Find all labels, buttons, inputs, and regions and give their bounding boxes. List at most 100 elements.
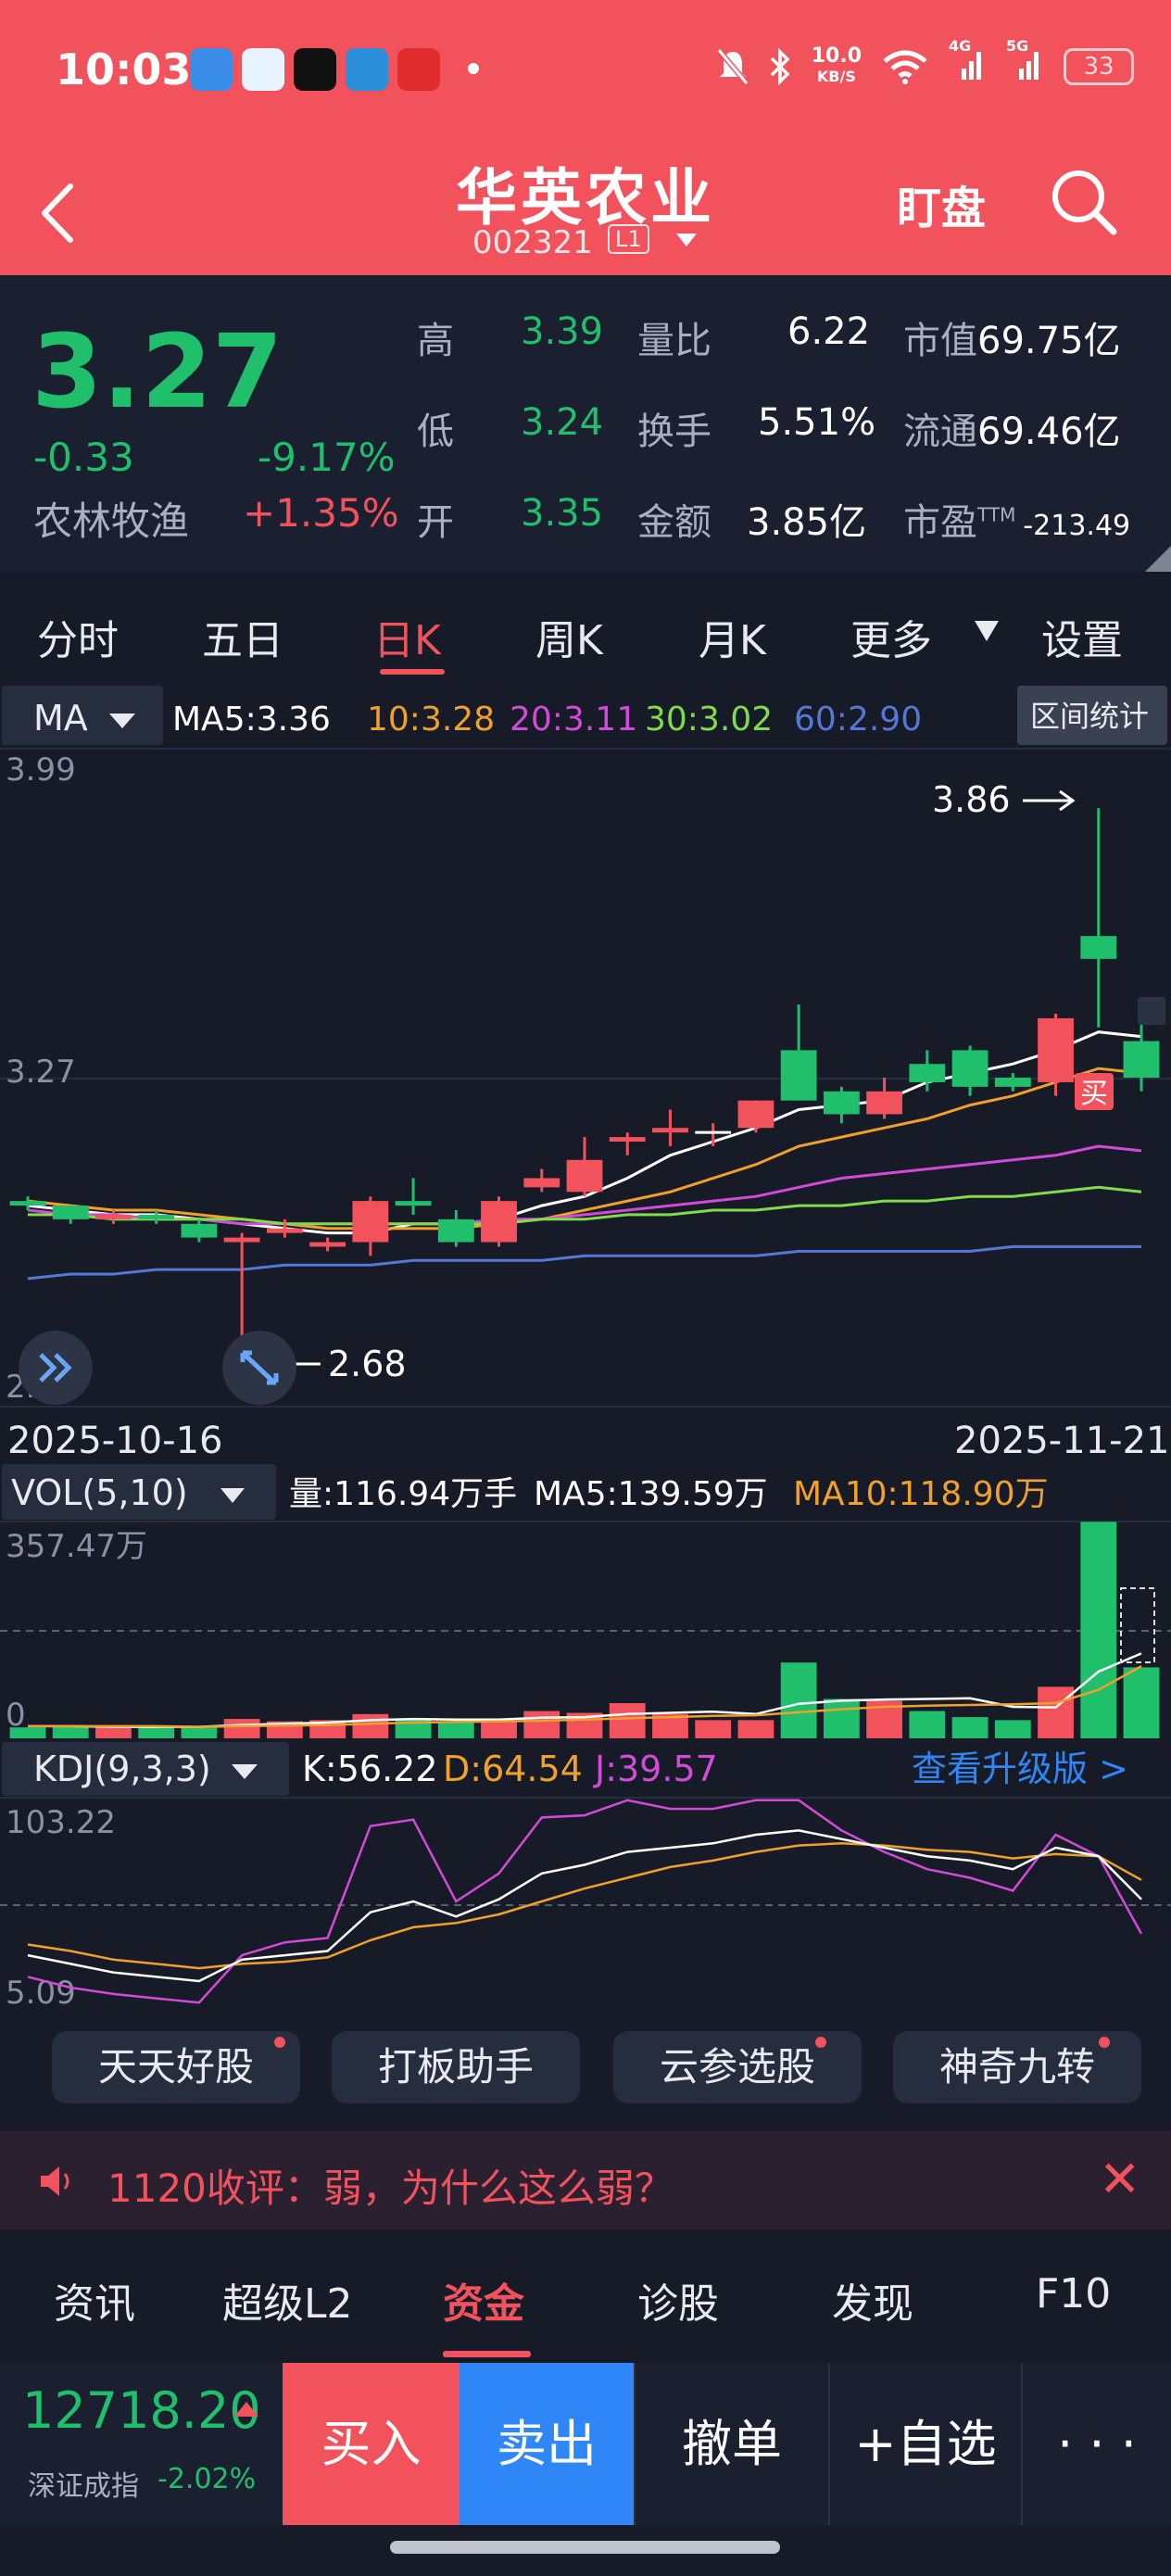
signal-5g: 5G [1006, 37, 1043, 88]
candles[interactable] [9, 808, 1160, 1347]
ma-selector-caret-icon[interactable] [109, 713, 135, 728]
kdj-selector[interactable] [2, 1742, 289, 1796]
back-icon[interactable] [37, 181, 78, 246]
add-watchlist-button[interactable]: +自选 [828, 2363, 1021, 2525]
feature-button[interactable]: 天天好股 [52, 2031, 300, 2103]
quote-pe-sup: TTM [977, 503, 1016, 526]
sector-change[interactable]: +1.35% [243, 490, 399, 536]
signal-4g: 4G [949, 37, 986, 88]
notice-text[interactable]: 1120收评：弱，为什么这么弱？ [107, 2166, 674, 2211]
kline-chart[interactable]: MA MA5:3.36 10:3.28 20:3.11 30:3.02 60:2… [0, 684, 1171, 2012]
tab-settings[interactable]: 设置 [1041, 617, 1123, 664]
status-bar: 10:03 10.0 KB/S 4G 5G 33 [0, 0, 1171, 139]
sell-button[interactable]: 卖出 [460, 2363, 634, 2525]
quote-value: 3.24 [521, 401, 604, 444]
quote-value: 6.22 [787, 310, 871, 353]
buy-marker-label[interactable]: 买 [1080, 1078, 1108, 1110]
watch-button[interactable]: 盯盘 [897, 183, 987, 234]
quote-value: 3.35 [521, 492, 604, 535]
more-dropdown-icon[interactable] [975, 621, 999, 641]
tab-capital[interactable]: 资金 [443, 2280, 524, 2328]
buy-button[interactable]: 买入 [283, 2363, 460, 2525]
quote-label: 换手 [637, 410, 711, 453]
expand-arrows-icon[interactable] [240, 1350, 279, 1385]
ma-selector-label[interactable]: MA [33, 698, 88, 739]
kdj-lines [27, 1799, 1143, 2004]
close-icon[interactable]: ✕ [1099, 2150, 1141, 2208]
vol-selector-label[interactable]: VOL(5,10) [11, 1472, 188, 1513]
vol-selector[interactable] [2, 1464, 276, 1520]
notice-banner[interactable]: 1120收评：弱，为什么这么弱？ ✕ [0, 2131, 1171, 2229]
range-stats-button[interactable] [1017, 686, 1167, 745]
expand-corner-icon[interactable] [1145, 546, 1171, 572]
quote-label: 市值 [903, 320, 977, 362]
tab-news[interactable]: 资讯 [54, 2280, 135, 2328]
tab-more[interactable]: 更多 [850, 617, 932, 664]
tab-monthly-k[interactable]: 月K [699, 617, 766, 664]
up-arrow-icon [234, 2402, 258, 2417]
candle-body [437, 1219, 474, 1243]
candle-body [1123, 1041, 1160, 1078]
sector-name[interactable]: 农林牧渔 [33, 499, 190, 544]
kdj-selector-label[interactable]: KDJ(9,3,3) [33, 1749, 211, 1789]
app-icon-chat [242, 48, 284, 91]
feature-button[interactable]: 神奇九转 [893, 2031, 1141, 2103]
dropdown-icon[interactable] [676, 234, 697, 246]
cancel-order-button[interactable]: 撤单 [634, 2363, 828, 2525]
feature-button[interactable]: 打板助手 [332, 2031, 580, 2103]
level-badge: L1 [608, 224, 649, 254]
stock-code: 002321 [472, 224, 593, 261]
new-badge [815, 2037, 826, 2048]
notification-icons [190, 48, 440, 91]
quote-value: 69.46亿 [977, 410, 1121, 453]
kdj-axis-top: 103.22 [6, 1804, 116, 1841]
volume-bar [1038, 1686, 1074, 1738]
double-chevron-icon[interactable] [39, 1353, 72, 1383]
scroll-handle[interactable] [1138, 997, 1165, 1025]
volume-bar [1123, 1667, 1160, 1738]
volume-bar [437, 1722, 474, 1738]
gesture-bar[interactable] [390, 2541, 780, 2554]
volume-bar [223, 1719, 260, 1738]
range-stats-label[interactable]: 区间统计 [1030, 699, 1149, 734]
upgrade-link[interactable]: 查看升级版 > [912, 1749, 1128, 1789]
tab-daily-k[interactable]: 日K [373, 617, 441, 664]
price-axis-top: 3.99 [6, 751, 76, 789]
tab-weekly-k[interactable]: 周K [535, 617, 603, 664]
index-ticker[interactable]: 12718.20 深证成指 -2.02% [0, 2363, 283, 2525]
kdj-selector-caret-icon[interactable] [232, 1764, 258, 1779]
quote-open: 开 3.35 [417, 492, 603, 546]
tab-five-day[interactable]: 五日 [202, 617, 283, 664]
feature-button[interactable]: 云参选股 [613, 2031, 862, 2103]
candle-body [352, 1201, 389, 1243]
chart-area[interactable]: MA MA5:3.36 10:3.28 20:3.11 30:3.02 60:2… [0, 684, 1171, 2012]
tab-f10[interactable]: F10 [1036, 2270, 1112, 2317]
tab-super-l2[interactable]: 超级L2 [222, 2280, 353, 2328]
ma-selector[interactable] [2, 686, 163, 745]
tab-intraday[interactable]: 分时 [37, 617, 119, 664]
vol-selector-caret-icon[interactable] [220, 1488, 245, 1503]
app-icon-browser [346, 48, 388, 91]
candle-body [95, 1214, 132, 1219]
end-date: 2025-11-21 [954, 1420, 1169, 1462]
candle-body [652, 1128, 688, 1133]
volume-bar [737, 1720, 774, 1738]
candle-body [266, 1228, 303, 1233]
volume-bar [523, 1711, 560, 1738]
new-badge [1099, 2037, 1110, 2048]
vol-axis-top: 357.47万 [6, 1528, 147, 1565]
kdj-j-value: J:39.57 [593, 1749, 718, 1789]
active-tab-indicator [380, 669, 445, 675]
ma20-value: 20:3.11 [510, 701, 637, 739]
vol-axis-bottom: 0 [6, 1697, 26, 1734]
search-icon[interactable] [1047, 165, 1121, 239]
info-tabs: 资讯 超级L2 资金 诊股 发现 F10 [0, 2242, 1171, 2358]
candle-body [1038, 1017, 1074, 1082]
volume-bar [609, 1703, 646, 1738]
tab-discover[interactable]: 发现 [832, 2280, 913, 2328]
buy-marker[interactable] [1075, 1073, 1114, 1110]
stock-name: 华英农业 [456, 162, 715, 234]
tab-diagnosis[interactable]: 诊股 [637, 2280, 719, 2328]
more-button[interactable]: · · · [1021, 2363, 1171, 2525]
start-date: 2025-10-16 [7, 1420, 222, 1462]
